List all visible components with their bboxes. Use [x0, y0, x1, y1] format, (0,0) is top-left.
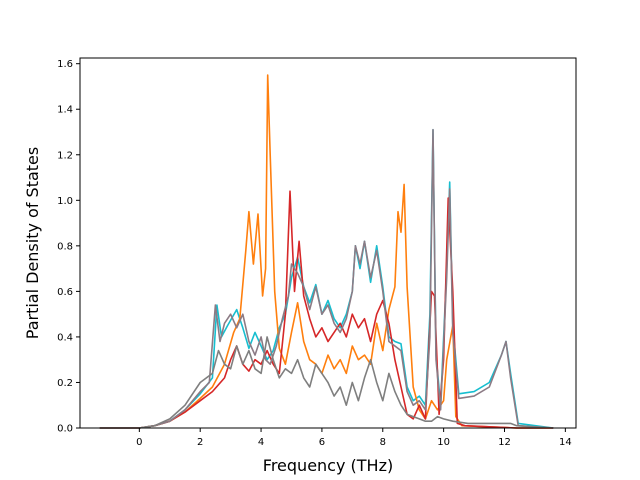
y-axis-label: Partial Density of States	[23, 147, 42, 339]
y-tick-label: 0.4	[57, 332, 73, 343]
x-tick-label: 12	[498, 437, 511, 448]
x-tick-label: 6	[319, 437, 325, 448]
y-tick-label: 1.4	[57, 105, 73, 116]
series-line-3	[99, 128, 554, 429]
y-tick-label: 0.6	[57, 287, 73, 298]
x-tick-label: 4	[258, 437, 264, 448]
y-tick-label: 0.0	[57, 424, 73, 435]
plot-area-frame	[79, 57, 577, 429]
series-lines	[99, 74, 554, 429]
x-tick-label: 10	[437, 437, 450, 448]
series-line-4	[99, 336, 554, 429]
y-tick-label: 1.6	[57, 59, 73, 70]
y-tick-label: 0.2	[57, 378, 73, 389]
y-axis-ticks: 0.0 0.2 0.4 0.6 0.8 1.0 1.2 1.4 1.6	[57, 59, 80, 435]
x-axis-ticks: 0 2 4 6 8 10 12 14	[136, 428, 572, 448]
y-tick-label: 1.0	[57, 196, 73, 207]
x-tick-label: 0	[136, 437, 142, 448]
y-tick-label: 0.8	[57, 241, 73, 252]
x-tick-label: 8	[380, 437, 386, 448]
series-line-1	[99, 74, 554, 429]
series-line-0	[99, 128, 554, 429]
x-tick-label: 2	[197, 437, 203, 448]
y-tick-label: 1.2	[57, 150, 73, 161]
series-line-2	[99, 190, 554, 429]
x-tick-label: 14	[559, 437, 572, 448]
x-axis-label: Frequency (THz)	[263, 456, 393, 475]
